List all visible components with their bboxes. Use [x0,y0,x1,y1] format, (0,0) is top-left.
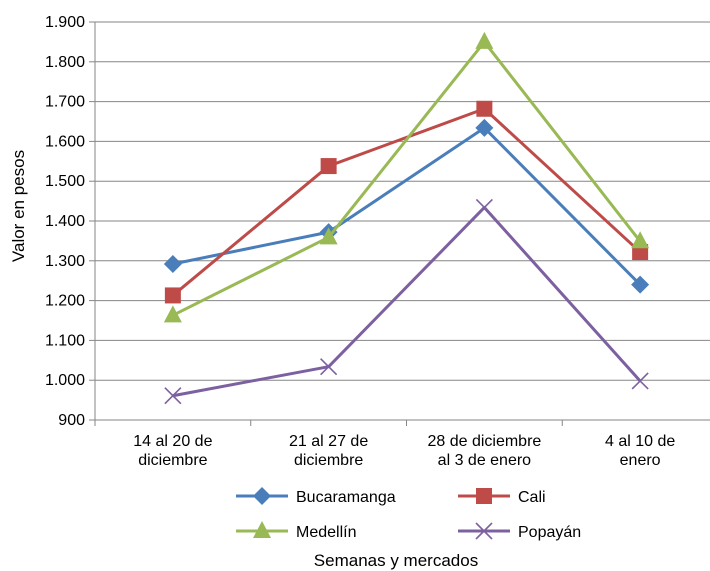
y-tick-label: 1.800 [45,54,85,71]
legend-label: Medellín [296,524,356,541]
data-point-cali [476,100,493,117]
x-tick-label: 28 de diciembre al 3 de enero [427,433,541,469]
y-tick-label: 1.700 [45,94,85,111]
y-tick-label: 1.900 [45,14,85,31]
marker-x-stroke [164,387,182,405]
gridlines [95,21,710,421]
y-tick-label: 1.300 [45,253,85,270]
marker-x-stroke [631,372,649,390]
data-point-medellin [631,231,650,249]
data-point-bucaramanga [631,275,650,294]
y-tick-label: 1.100 [45,332,85,349]
y-tick-label: 1.000 [45,372,85,389]
data-point-popayan [631,372,649,390]
y-tick-label: 1.400 [45,213,85,230]
series-cali [164,100,649,304]
marker-x-stroke [475,522,493,540]
legend-label: Popayán [518,524,581,541]
legend-item-bucaramanga: Bucaramanga [236,487,396,506]
legend-item-cali: Cali [458,488,546,506]
legend-swatch-marker [253,521,271,538]
y-tick-label: 900 [58,412,85,429]
data-point-popayan [475,198,493,217]
data-point-medellin [475,31,494,49]
data-point-popayan [320,358,338,376]
y-tick-label: 1.600 [45,133,85,150]
x-tick-label: 21 al 27 de diciembre [289,433,368,469]
y-tick-labels: 900 1.000 1.100 1.200 1.300 1.400 1.500 1.600 1.… [45,14,85,429]
x-axis-title: Semanas y mercados [314,551,478,570]
y-axis-title: Valor en pesos [9,150,28,262]
series-bucaramanga [163,118,650,294]
data-point-cali [320,158,337,175]
series-line-cali [171,107,642,297]
legend-item-medellin: Medellín [236,521,356,541]
data-point-popayan [164,387,182,405]
data-point-medellin [163,305,182,323]
legend-swatch-marker [476,488,492,504]
legend-label: Cali [518,489,546,506]
series-medellin [163,31,650,323]
legend-item-popayan: Popayán [458,522,581,541]
series-lines [163,31,650,405]
series-line-popayan [172,205,642,398]
series-line-medellin [172,40,642,317]
legend-swatch-marker [253,487,271,505]
y-tick-label: 1.500 [45,173,85,190]
data-point-bucaramanga [163,254,182,273]
series-popayan [164,198,649,405]
marker-x-stroke [475,198,493,217]
legend-swatch-marker [475,522,493,540]
legend: Bucaramanga Cali Medellín Popayán [236,487,581,541]
series-line-bucaramanga [172,126,642,286]
x-tick-label: 14 al 20 de diciembre [133,433,212,469]
y-tick-label: 1.200 [45,293,85,310]
legend-label: Bucaramanga [296,489,396,506]
marker-x-stroke [320,358,338,376]
data-point-bucaramanga [475,118,494,137]
x-tick-label: 4 al 10 de enero [605,433,675,469]
data-point-medellin [319,227,338,245]
axes [89,21,710,426]
x-tick-labels: 14 al 20 de diciembre 21 al 27 de diciembre… [133,433,675,469]
data-point-cali [164,287,181,304]
